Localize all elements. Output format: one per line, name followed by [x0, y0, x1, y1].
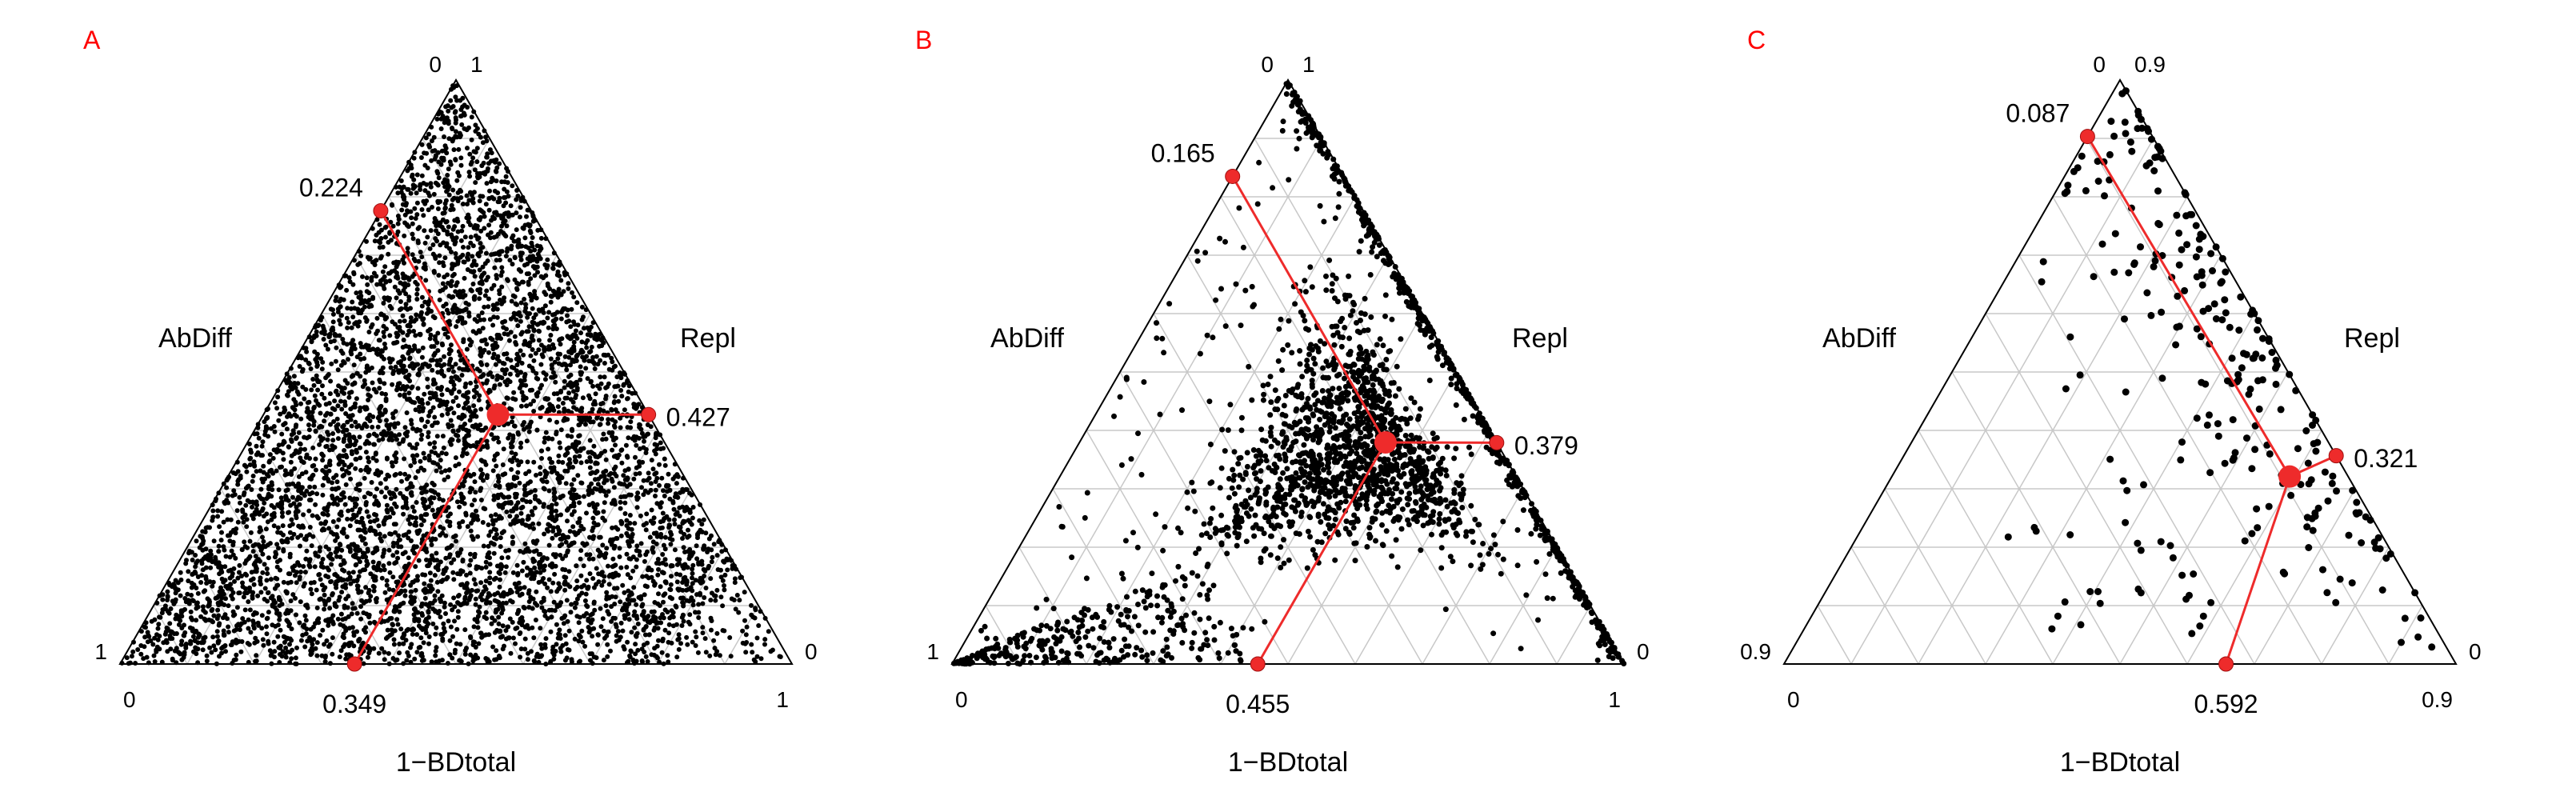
panel-label: C	[1747, 26, 1766, 55]
centroid-edge-marker	[1490, 435, 1504, 450]
centroid-marker	[2278, 466, 2301, 488]
ternary-panel-C: C AbDiff Repl 1−BDtotal 0 0.9 0.9 0 0 0.9 0.087 0.3…	[1720, 16, 2520, 784]
centroid-rays	[2087, 137, 2336, 664]
ternary-plot: AbDiffRepl1−BDtotal0110010.2240.4270.349	[56, 16, 856, 784]
tick-rightcorner-bottom: 0.9	[2422, 687, 2453, 712]
tick-leftcorner-bottom: 0	[123, 687, 136, 712]
tick-rightcorner-right: 0	[2469, 639, 2482, 664]
ternary-panel-A: AAbDiffRepl1−BDtotal0110010.2240.4270.34…	[56, 16, 856, 784]
ternary-panel-B: BAbDiffRepl1−BDtotal0110010.1650.3790.45…	[888, 16, 1688, 784]
grid	[986, 138, 1590, 664]
axis-label-bdtotal: 1−BDtotal	[1228, 747, 1348, 778]
tick-leftcorner-bottom: 0	[955, 687, 968, 712]
centroid-marker	[1374, 431, 1397, 454]
tick-apex-right: 0.9	[2134, 52, 2166, 77]
tick-leftcorner-bottom: 0	[1787, 687, 1800, 712]
mean-repl: 0.379	[1514, 431, 1578, 460]
tick-apex-left: 0	[1261, 52, 1274, 77]
mean-similarity: 0.455	[1226, 690, 1290, 718]
tick-rightcorner-right: 0	[805, 639, 818, 664]
tick-leftcorner-left: 0.9	[1740, 639, 1771, 664]
centroid-edge-marker	[2219, 657, 2234, 671]
centroid-edge-marker	[2329, 449, 2343, 463]
tick-apex-left: 0	[2093, 52, 2106, 77]
scatter-points	[951, 81, 1626, 666]
axis-label-abdiff: AbDiff	[990, 323, 1065, 354]
tick-rightcorner-bottom: 1	[1608, 687, 1621, 712]
axis-label-abdiff: AbDiff	[158, 323, 233, 354]
scatter-points	[2005, 87, 2435, 650]
tick-apex-right: 1	[470, 52, 483, 77]
axis-label-bdtotal: 1−BDtotal	[2060, 747, 2180, 778]
mean-abdiff: 0.224	[299, 174, 363, 202]
tick-leftcorner-left: 1	[926, 639, 939, 664]
centroid-edge-marker	[347, 657, 362, 671]
ternary-figure-row: AAbDiffRepl1−BDtotal0110010.2240.4270.34…	[0, 0, 2576, 800]
tick-apex-right: 1	[1302, 52, 1315, 77]
ternary-plot: AbDiff Repl 1−BDtotal 0 0.9 0.9 0 0 0.9 0.087 0.32…	[1720, 16, 2520, 784]
axis-label-repl: Repl	[2344, 323, 2400, 354]
tick-leftcorner-left: 1	[94, 639, 107, 664]
mean-similarity: 0.349	[322, 690, 386, 718]
mean-abdiff: 0.165	[1151, 138, 1215, 167]
mean-repl: 0.321	[2354, 444, 2418, 473]
ternary-plot: AbDiffRepl1−BDtotal0110010.1650.3790.455	[888, 16, 1688, 784]
panel-label: A	[83, 26, 100, 55]
mean-repl: 0.427	[666, 403, 730, 432]
centroid-marker	[487, 403, 510, 426]
centroid-edge-marker	[1250, 657, 1265, 671]
mean-abdiff: 0.087	[2006, 99, 2070, 128]
centroid-edge-marker	[642, 407, 656, 422]
tick-rightcorner-bottom: 1	[776, 687, 789, 712]
axis-label-repl: Repl	[680, 323, 736, 354]
centroid-edge-marker	[2080, 130, 2094, 144]
mean-similarity: 0.592	[2194, 690, 2258, 718]
panel-label: B	[915, 26, 932, 55]
axis-label-repl: Repl	[1512, 323, 1568, 354]
tick-rightcorner-right: 0	[1637, 639, 1650, 664]
tick-apex-left: 0	[429, 52, 442, 77]
scatter-points	[120, 83, 783, 666]
centroid-edge-marker	[1226, 169, 1240, 183]
centroid-edge-marker	[374, 204, 388, 218]
grid	[1818, 138, 2422, 664]
axis-label-bdtotal: 1−BDtotal	[396, 747, 516, 778]
axis-label-abdiff: AbDiff	[1822, 323, 1897, 354]
